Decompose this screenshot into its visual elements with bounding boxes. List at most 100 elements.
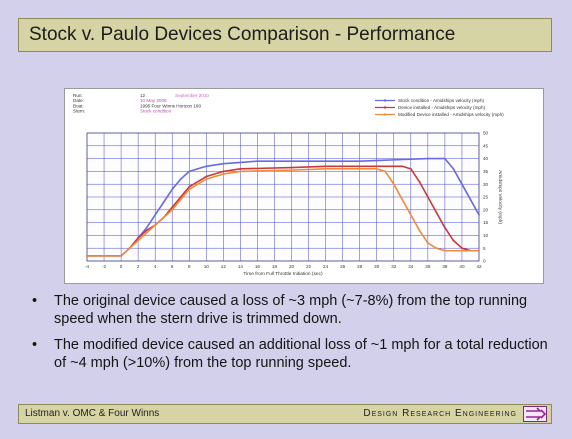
series-point <box>205 165 208 168</box>
meta-value: 12 <box>140 93 146 98</box>
footer-bar: Listman v. OMC & Four Winns Design Resea… <box>18 404 552 424</box>
series-point <box>205 178 208 180</box>
bullet-text-2: The modified device caused an additional… <box>54 337 548 371</box>
dre-logo-icon <box>523 406 547 422</box>
series-point <box>128 247 131 250</box>
series-point <box>444 226 446 229</box>
series-point <box>392 165 395 168</box>
bullet-list: • The original device caused a loss of ~… <box>30 292 550 380</box>
chart-panel: Run: 12 Date: 10 May 2008 Boat: 1995 Four Win… <box>64 88 544 284</box>
x-tick-label: 28 <box>357 264 363 269</box>
bullet-symbol: • <box>32 337 38 353</box>
series-point <box>324 167 327 170</box>
series-point <box>290 166 293 169</box>
y-tick-label: 35 <box>483 169 489 174</box>
series-point <box>324 160 327 163</box>
x-tick-label: 18 <box>272 264 278 269</box>
series-point <box>444 157 446 160</box>
series-point <box>409 214 412 216</box>
x-tick-label: 32 <box>391 264 397 269</box>
series-point <box>137 239 140 242</box>
x-tick-label: 12 <box>221 264 227 269</box>
meta-value: 1995 Four Winns Horizon 190 <box>140 103 201 108</box>
y-tick-label: 0 <box>483 259 486 264</box>
x-tick-label: 26 <box>340 264 346 269</box>
x-tick-label: 42 <box>476 264 482 269</box>
series-point <box>179 198 182 201</box>
series-point <box>461 183 463 186</box>
x-tick-label: 20 <box>289 264 295 269</box>
series-point <box>188 170 191 173</box>
x-tick-label: 4 <box>154 264 157 269</box>
x-tick-label: 2 <box>137 264 140 269</box>
series-point <box>103 254 105 257</box>
series-point <box>154 224 157 227</box>
y-axis-label: Amidships Velocity (mph) <box>497 170 503 224</box>
series-point <box>137 237 140 239</box>
legend-label: Device installed - Amidships velocity (m… <box>398 105 486 110</box>
series-point <box>478 249 480 252</box>
series-point <box>171 208 174 211</box>
footer-case-name: Listman v. OMC & Four Winns <box>25 408 160 419</box>
series-point <box>256 160 259 163</box>
series-point <box>290 160 293 163</box>
series-point <box>222 170 225 173</box>
chart-meta: Run: 12 Date: 10 May 2008 Boat: 1995 Four Win… <box>73 93 209 114</box>
series-point <box>409 167 412 170</box>
x-tick-label: 0 <box>120 264 123 269</box>
slide-title: Stock v. Paulo Devices Comparison - Perf… <box>29 24 456 45</box>
x-tick-label: 8 <box>188 264 191 269</box>
series-point <box>239 167 242 170</box>
y-tick-label: 30 <box>483 182 489 187</box>
meta-label: Stern: <box>73 109 85 114</box>
x-tick-label: -4 <box>85 264 90 269</box>
title-bar: Stock v. Paulo Devices Comparison - Perf… <box>18 18 552 52</box>
meta-value: Stock condition <box>140 109 172 114</box>
series-point <box>239 170 242 173</box>
y-tick-label: 25 <box>483 195 489 200</box>
chart-legend: Stock condition - Amidships velocity (mp… <box>375 98 504 117</box>
series-point <box>188 188 191 191</box>
meta-label: Boat: <box>73 103 84 108</box>
series-point <box>435 211 438 214</box>
x-tick-label: 30 <box>374 264 380 269</box>
series-point <box>435 247 438 250</box>
meta-label: Date: <box>73 98 84 103</box>
series-point <box>162 216 165 219</box>
legend-label: Stock condition - Amidships velocity (mp… <box>398 98 485 103</box>
legend-marker <box>383 113 387 116</box>
series-point <box>426 242 429 244</box>
series-point <box>239 161 242 164</box>
legend-marker <box>383 106 387 109</box>
meta-value: 10 May 2008 <box>140 98 167 103</box>
series-line-3 <box>87 168 479 257</box>
bullet-symbol: • <box>32 293 38 309</box>
series-point <box>358 167 361 170</box>
x-tick-label: 6 <box>171 264 174 269</box>
x-tick-label: -2 <box>102 264 107 269</box>
legend-label: Modified Device installed - Amidships ve… <box>398 112 504 117</box>
x-axis-label: Time from Full Throttle Initiation (sec) <box>243 271 323 277</box>
x-tick-label: 36 <box>425 264 431 269</box>
series-point <box>154 214 157 216</box>
y-tick-label: 15 <box>483 220 489 225</box>
x-tick-label: 24 <box>323 264 329 269</box>
series-point <box>324 165 327 168</box>
x-tick-label: 38 <box>442 264 448 269</box>
series-point <box>384 170 387 173</box>
series-point <box>401 198 404 201</box>
x-tick-label: 22 <box>306 264 312 269</box>
series-point <box>171 206 174 209</box>
series-point <box>452 167 455 170</box>
bullet-item-1: • The original device caused a loss of ~… <box>30 292 550 328</box>
series-point <box>478 214 480 216</box>
y-tick-label: 10 <box>483 233 489 238</box>
meta-extra: September 2010 <box>175 93 209 98</box>
series-point <box>469 198 472 201</box>
series-point <box>188 185 191 188</box>
series-point <box>120 254 122 257</box>
x-tick-label: 10 <box>204 264 210 269</box>
meta-label: Run: <box>73 93 83 98</box>
series-point <box>418 229 421 232</box>
series-point <box>444 249 446 252</box>
